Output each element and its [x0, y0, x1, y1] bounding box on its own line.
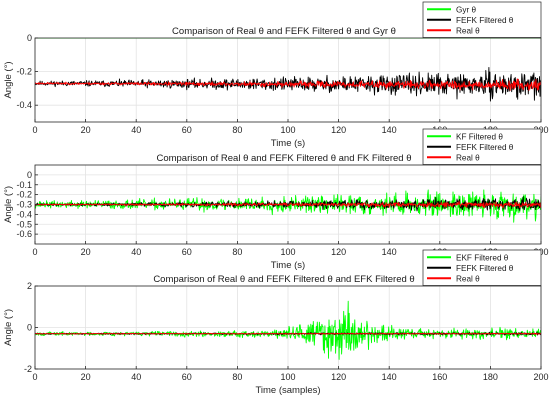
x-tick-label: 60 [182, 247, 192, 257]
y-tick-label: 0 [27, 323, 32, 333]
legend-entry: FEFK Filtered θ [456, 143, 514, 152]
x-tick-label: 140 [382, 125, 397, 135]
chart-title: Comparison of Real θ and FEFK Filtered θ… [172, 26, 396, 37]
chart-panel-2: 0204060801001201401601802000-0.1-0.2-0.3… [3, 128, 549, 271]
y-axis-label: Angle (°) [3, 61, 14, 98]
y-tick-label: 2 [27, 281, 32, 291]
x-tick-label: 80 [232, 125, 242, 135]
y-tick-label: 0 [27, 170, 32, 180]
x-tick-label: 0 [32, 125, 37, 135]
legend-box [422, 1, 542, 38]
series-line-3 [35, 78, 541, 91]
x-tick-label: 200 [533, 372, 548, 382]
y-tick-label: -2 [24, 364, 32, 374]
x-tick-label: 20 [81, 125, 91, 135]
legend-entry: FEFK Filtered θ [456, 264, 514, 273]
y-axis-label: Angle (°) [3, 309, 14, 346]
x-tick-label: 80 [232, 372, 242, 382]
legend-entry: Real θ [456, 153, 480, 162]
chart-panel-1: 0204060801001201401601802000-0.2-0.4Comp… [3, 1, 549, 149]
x-tick-label: 60 [182, 372, 192, 382]
legend-entry: Gyr θ [456, 5, 476, 14]
x-tick-label: 120 [331, 125, 346, 135]
y-tick-label: -0.4 [16, 209, 32, 219]
x-tick-label: 40 [131, 372, 141, 382]
y-tick-label: -0.2 [16, 67, 32, 77]
x-tick-label: 140 [382, 372, 397, 382]
x-axis-label: Time (samples) [255, 385, 320, 396]
legend-entry: Real θ [456, 274, 480, 283]
x-tick-label: 140 [382, 247, 397, 257]
legend-entry: KF Filtered θ [456, 132, 503, 141]
y-tick-label: -0.4 [16, 100, 32, 110]
x-tick-label: 100 [280, 125, 295, 135]
x-axis-label: Time (s) [271, 260, 305, 271]
legend-entry: FEFK Filtered θ [456, 16, 514, 25]
y-axis-label: Angle (°) [3, 186, 14, 223]
y-tick-label: -0.2 [16, 190, 32, 200]
y-tick-label: -0.3 [16, 200, 32, 210]
legend-entry: Real θ [456, 26, 480, 35]
legend-entry: EKF Filtered θ [456, 253, 509, 262]
x-tick-label: 80 [232, 247, 242, 257]
x-tick-label: 0 [32, 372, 37, 382]
x-tick-label: 120 [331, 247, 346, 257]
x-tick-label: 120 [331, 372, 346, 382]
x-tick-label: 40 [131, 125, 141, 135]
x-axis-label: Time (s) [271, 138, 305, 149]
x-tick-label: 100 [280, 247, 295, 257]
x-tick-label: 100 [280, 372, 295, 382]
series-line-3 [35, 332, 541, 335]
chart-title: Comparison of Real θ and FEFK Filtered θ… [153, 274, 414, 285]
y-tick-label: -0.5 [16, 219, 32, 229]
chart-panel-3: 0 20 40 60 80 100 120 140 160 180 20020-2Compariso… [3, 249, 549, 396]
x-tick-label: 20 [81, 372, 91, 382]
x-tick-label: 160 [432, 372, 447, 382]
x-tick-label: 180 [483, 372, 498, 382]
y-tick-label: -0.6 [16, 229, 32, 239]
series-line-3 [35, 200, 541, 209]
x-tick-label: 20 [81, 247, 91, 257]
x-tick-label: 40 [131, 247, 141, 257]
chart-title: Comparison of Real θ and FEFK Filtered θ… [156, 153, 411, 164]
x-tick-label: 60 [182, 125, 192, 135]
x-tick-label: 0 [32, 247, 37, 257]
y-tick-label: 0 [27, 33, 32, 43]
y-tick-label: -0.1 [16, 180, 32, 190]
